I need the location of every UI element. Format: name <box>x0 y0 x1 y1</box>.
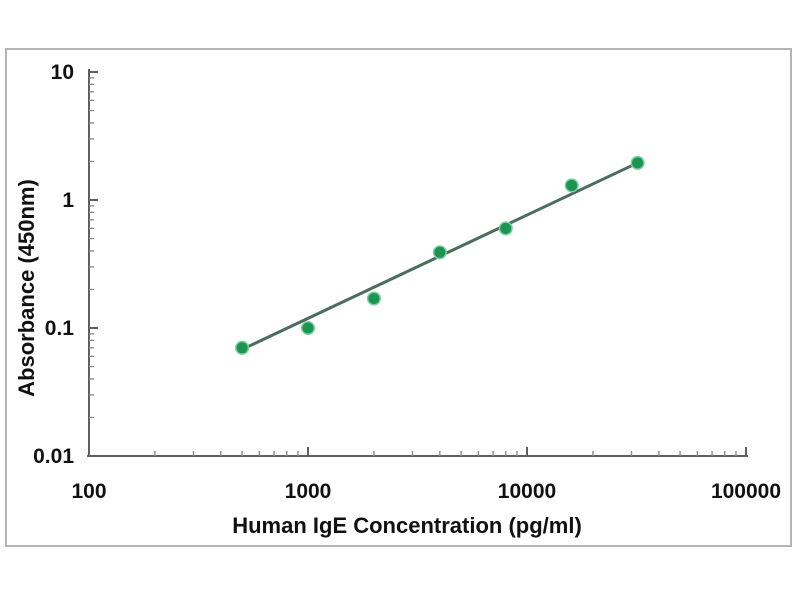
data-point-marker <box>498 221 513 236</box>
x-axis-tick-labels: 100 1000 10000 100000 <box>71 480 781 503</box>
data-point-marker <box>235 340 250 355</box>
data-point-marker <box>564 178 579 193</box>
x-tick-label: 10000 <box>498 480 556 503</box>
data-point-marker <box>432 245 447 260</box>
y-tick-label: 0.1 <box>45 317 75 340</box>
data-points <box>235 155 645 355</box>
x-axis-title: Human IgE Concentration (pg/ml) <box>232 513 582 538</box>
y-tick-label: 0.01 <box>33 445 74 468</box>
data-point-marker <box>366 291 381 306</box>
x-axis-ticks <box>88 447 747 456</box>
figure-border-frame <box>5 48 792 547</box>
x-tick-label: 100 <box>71 480 106 503</box>
data-point-marker <box>300 320 316 336</box>
y-tick-label: 1 <box>62 189 74 212</box>
x-tick-label: 1000 <box>285 480 332 503</box>
y-axis-ticks <box>89 71 98 457</box>
data-point-marker <box>630 155 645 170</box>
y-tick-label: 10 <box>51 61 74 84</box>
y-axis-tick-labels: 10 1 0.1 0.01 <box>33 61 74 468</box>
y-axis-title: Absorbance (450nm) <box>14 179 39 397</box>
x-tick-label: 100000 <box>711 480 781 503</box>
